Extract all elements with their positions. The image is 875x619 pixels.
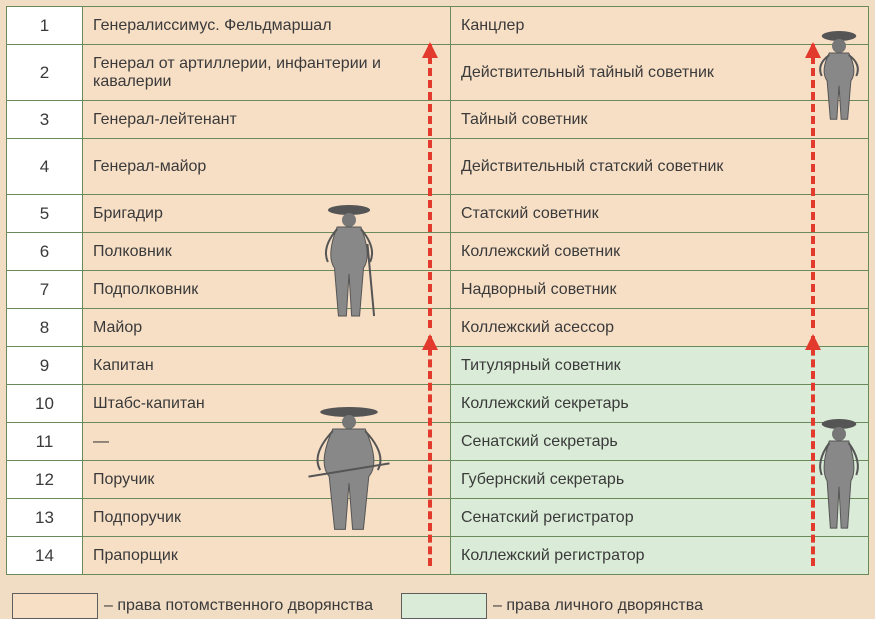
progression-arrow	[428, 44, 432, 328]
military-rank: Подпоручик	[83, 499, 451, 537]
rank-number: 14	[7, 537, 83, 575]
table-wrapper: 1Генералиссимус. ФельдмаршалКанцлер2Гене…	[6, 6, 869, 575]
civil-rank: Коллежский советник	[451, 233, 869, 271]
table-row: 13ПодпоручикСенатский регистратор	[7, 499, 869, 537]
legend-peach: – права потомственного дворянства	[12, 593, 373, 619]
civil-rank: Коллежский секретарь	[451, 385, 869, 423]
rank-number: 3	[7, 101, 83, 139]
rank-number: 5	[7, 195, 83, 233]
table-row: 5БригадирСтатский советник	[7, 195, 869, 233]
civil-rank: Коллежский регистратор	[451, 537, 869, 575]
legend-green-label: – права личного дворянства	[493, 597, 703, 615]
nobleman-bottom-right-icon	[812, 416, 866, 534]
military-rank: Генерал от артиллерии, инфантерии и кава…	[83, 45, 451, 101]
table-row: 4Генерал-майорДействительный статский со…	[7, 139, 869, 195]
civil-rank: Надворный советник	[451, 271, 869, 309]
military-rank: —	[83, 423, 451, 461]
military-rank: Генералиссимус. Фельдмаршал	[83, 7, 451, 45]
civil-rank: Статский советник	[451, 195, 869, 233]
civil-rank: Тайный советник	[451, 101, 869, 139]
civil-rank: Губернский секретарь	[451, 461, 869, 499]
military-rank: Подполковник	[83, 271, 451, 309]
soldier-bottom-left-icon	[304, 404, 394, 536]
rank-number: 8	[7, 309, 83, 347]
table-row: 6ПолковникКоллежский советник	[7, 233, 869, 271]
rank-number: 12	[7, 461, 83, 499]
table-row: 14ПрапорщикКоллежский регистратор	[7, 537, 869, 575]
civil-rank: Сенатский регистратор	[451, 499, 869, 537]
military-rank: Прапорщик	[83, 537, 451, 575]
rank-number: 11	[7, 423, 83, 461]
swatch-green	[401, 593, 487, 619]
military-rank: Поручик	[83, 461, 451, 499]
military-rank: Бригадир	[83, 195, 451, 233]
rank-number: 2	[7, 45, 83, 101]
military-rank: Штабс-капитан	[83, 385, 451, 423]
rank-number: 6	[7, 233, 83, 271]
table-row: 10Штабс-капитанКоллежский секретарь	[7, 385, 869, 423]
military-rank: Капитан	[83, 347, 451, 385]
table-row: 3Генерал-лейтенантТайный советник	[7, 101, 869, 139]
civil-rank: Действительный статский советник	[451, 139, 869, 195]
rank-number: 9	[7, 347, 83, 385]
rank-number: 7	[7, 271, 83, 309]
civil-rank: Канцлер	[451, 7, 869, 45]
rank-number: 1	[7, 7, 83, 45]
rank-number: 10	[7, 385, 83, 423]
ranks-table: 1Генералиссимус. ФельдмаршалКанцлер2Гене…	[6, 6, 869, 575]
military-rank: Генерал-майор	[83, 139, 451, 195]
table-row: 11—Сенатский секретарь	[7, 423, 869, 461]
rank-number: 4	[7, 139, 83, 195]
progression-arrow	[428, 336, 432, 566]
military-rank: Майор	[83, 309, 451, 347]
rank-number: 13	[7, 499, 83, 537]
table-row: 1Генералиссимус. ФельдмаршалКанцлер	[7, 7, 869, 45]
table-row: 9КапитанТитулярный советник	[7, 347, 869, 385]
civil-rank: Сенатский секретарь	[451, 423, 869, 461]
legend: – права потомственного дворянства – прав…	[6, 575, 869, 619]
civil-rank: Титулярный советник	[451, 347, 869, 385]
military-rank: Генерал-лейтенант	[83, 101, 451, 139]
military-rank: Полковник	[83, 233, 451, 271]
table-row: 12ПоручикГубернский секретарь	[7, 461, 869, 499]
swatch-peach	[12, 593, 98, 619]
nobleman-top-right-icon	[812, 28, 866, 124]
legend-peach-label: – права потомственного дворянства	[104, 597, 373, 615]
table-row: 7ПодполковникНадворный советник	[7, 271, 869, 309]
nobleman-mid-left-icon	[316, 202, 382, 322]
legend-green: – права личного дворянства	[401, 593, 703, 619]
